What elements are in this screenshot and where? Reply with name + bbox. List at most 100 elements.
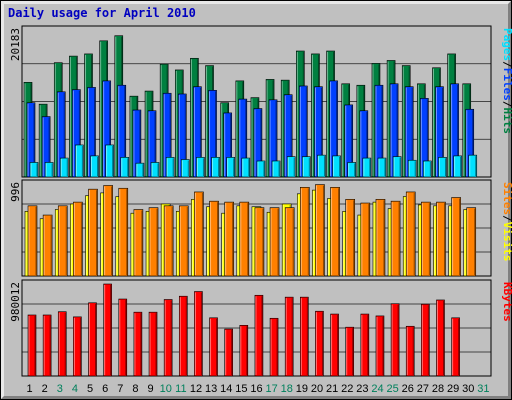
legend-entry: Files (501, 68, 512, 101)
bar-pages-day-20 (317, 154, 326, 178)
bar-kbytes-day-14 (224, 328, 233, 377)
bar-kbytes-day-6 (103, 283, 112, 377)
bar-sites-day-23 (360, 202, 371, 277)
bar-kbytes-day-15 (239, 325, 249, 377)
bar-sites-day-10 (163, 205, 174, 277)
bar-pages-day-4 (75, 144, 84, 178)
bar-sites-day-4 (73, 201, 83, 277)
x-tick-label-day: 11 (175, 383, 186, 395)
bar-sites-day-28 (436, 201, 446, 277)
x-tick-label-day: 13 (205, 383, 217, 395)
legend-entry: / (501, 101, 512, 108)
bar-kbytes-day-8 (133, 311, 143, 377)
bar-pages-day-28 (438, 157, 447, 178)
x-tick-label-day: 19 (296, 383, 308, 395)
bar-pages-day-23 (362, 157, 372, 178)
x-tick-label-day: 31 (477, 383, 489, 395)
x-tick-label-day: 18 (281, 383, 293, 395)
bar-pages-day-1 (29, 162, 39, 178)
bar-pages-day-13 (211, 157, 220, 178)
x-tick-label-day: 24 (371, 383, 383, 395)
bar-sites-day-7 (118, 187, 129, 277)
bar-pages-day-18 (286, 156, 296, 178)
legend-entry: Sites (501, 182, 512, 215)
bar-kbytes-day-21 (330, 313, 339, 377)
series-legend-kbytes: KBytes (501, 282, 512, 322)
bar-sites-day-5 (88, 188, 98, 277)
x-tick-label-day: 2 (42, 383, 48, 395)
series-legend-hits-files-pages: Pages/Files/Hits (501, 28, 512, 134)
chart-title: Daily usage for April 2010 (8, 6, 196, 20)
x-tick-label-day: 28 (432, 383, 444, 395)
bar-kbytes-day-17 (269, 317, 279, 377)
bar-sites-day-12 (194, 191, 204, 277)
x-tick-label-day: 9 (148, 383, 154, 395)
bar-kbytes-day-9 (148, 311, 158, 377)
y-max-tick-label: 980012 (9, 282, 22, 322)
bar-kbytes-day-19 (300, 296, 309, 377)
bar-kbytes-day-3 (57, 311, 67, 377)
x-tick-label-day: 26 (402, 383, 414, 395)
bar-pages-day-3 (59, 157, 69, 178)
x-tick-label-day: 30 (462, 383, 474, 395)
bar-sites-day-22 (345, 199, 356, 277)
bar-kbytes-day-23 (360, 313, 370, 377)
bar-pages-day-11 (180, 159, 190, 178)
x-tick-label-day: 14 (220, 383, 232, 395)
bar-sites-day-26 (405, 191, 416, 277)
legend-entry: Visits (501, 222, 512, 262)
bar-kbytes-day-13 (209, 317, 218, 377)
x-tick-label-day: 25 (387, 383, 399, 395)
bar-sites-day-3 (57, 205, 68, 277)
x-tick-label-day: 15 (235, 383, 247, 395)
bar-kbytes-day-27 (421, 303, 430, 377)
x-tick-label-day: 10 (160, 383, 172, 395)
bar-pages-day-6 (105, 144, 114, 178)
legend-entry: Hits (501, 108, 512, 135)
bar-pages-day-19 (302, 156, 311, 178)
bar-kbytes-day-2 (42, 314, 52, 377)
bar-sites-day-6 (103, 185, 113, 277)
bar-pages-day-12 (196, 157, 205, 178)
bar-kbytes-day-25 (390, 303, 400, 377)
x-tick-label-day: 7 (117, 383, 123, 395)
bar-kbytes-day-10 (163, 299, 173, 377)
bar-sites-day-25 (390, 200, 401, 277)
bar-sites-day-29 (451, 197, 461, 277)
bar-sites-day-18 (284, 207, 295, 277)
bar-pages-day-21 (332, 155, 341, 178)
bar-sites-day-15 (239, 201, 250, 277)
legend-entry: / (501, 61, 512, 68)
bar-sites-day-17 (269, 207, 280, 277)
bar-kbytes-day-22 (345, 326, 355, 377)
x-tick-label-day: 23 (356, 383, 368, 395)
legend-entry: KBytes (501, 282, 512, 322)
bar-sites-day-8 (133, 209, 144, 277)
bar-pages-day-14 (226, 157, 235, 178)
bar-pages-day-9 (150, 162, 160, 178)
bar-sites-day-1 (27, 205, 38, 277)
bar-pages-day-16 (256, 160, 266, 178)
bar-pages-day-26 (407, 159, 417, 178)
bar-sites-day-11 (178, 205, 189, 277)
bar-kbytes-day-24 (375, 315, 385, 377)
bar-sites-day-30 (466, 207, 477, 277)
x-tick-label-day: 21 (326, 383, 338, 395)
bar-kbytes-day-20 (315, 310, 324, 377)
bar-pages-day-10 (165, 157, 175, 178)
bar-sites-day-2 (42, 214, 53, 277)
bar-sites-day-24 (375, 199, 386, 277)
bar-pages-day-24 (377, 157, 387, 178)
x-tick-label-day: 4 (72, 383, 78, 395)
bar-pages-day-15 (241, 157, 251, 178)
bar-pages-day-2 (44, 162, 54, 178)
bar-kbytes-day-7 (118, 298, 128, 377)
legend-entry: Pages (501, 28, 512, 61)
x-tick-label-day: 6 (102, 383, 108, 395)
bar-kbytes-day-5 (88, 302, 97, 377)
bar-kbytes-day-1 (27, 314, 37, 377)
bar-sites-day-21 (330, 187, 340, 277)
bar-sites-day-19 (300, 187, 310, 277)
legend-entry: / (501, 215, 512, 222)
bar-pages-day-25 (392, 156, 402, 178)
